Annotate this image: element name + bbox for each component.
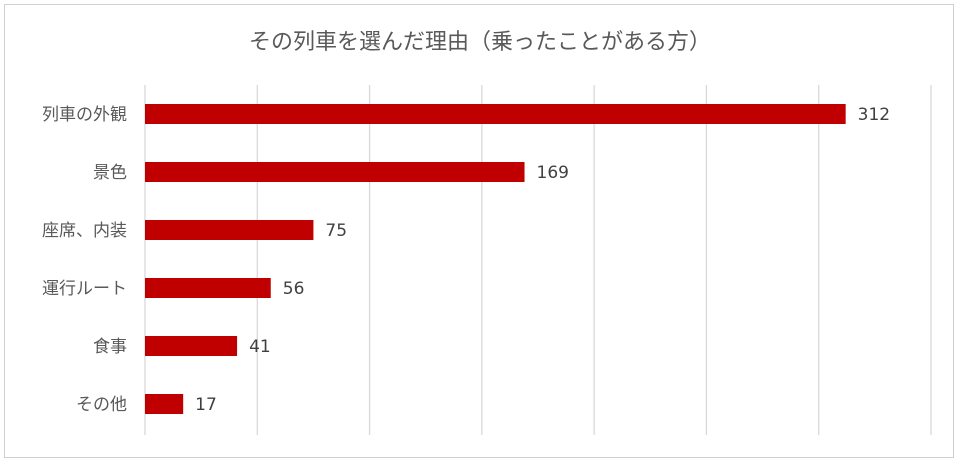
- bar: [145, 220, 314, 240]
- bars: [145, 104, 846, 414]
- data-label: 41: [249, 337, 271, 357]
- bar: [145, 162, 525, 182]
- data-label: 169: [537, 163, 569, 183]
- category-label: 運行ルート: [42, 279, 127, 299]
- category-label: 景色: [93, 163, 127, 183]
- data-label: 17: [195, 395, 217, 415]
- category-label: 食事: [93, 337, 127, 357]
- category-label: 列車の外観: [42, 105, 127, 125]
- data-label: 312: [858, 105, 890, 125]
- bar: [145, 336, 238, 356]
- chart-title: その列車を選んだ理由（乗ったことがある方）: [249, 30, 711, 55]
- gridlines: [144, 85, 932, 435]
- category-label: その他: [76, 395, 127, 415]
- chart-frame: その列車を選んだ理由（乗ったことがある方） 列車の外観景色座席、内装運行ルート食…: [4, 4, 954, 458]
- bar-chart: その列車を選んだ理由（乗ったことがある方） 列車の外観景色座席、内装運行ルート食…: [42, 30, 932, 435]
- bar: [145, 104, 846, 124]
- data-label: 56: [283, 279, 305, 299]
- data-label: 75: [325, 221, 347, 241]
- bar: [145, 394, 184, 414]
- category-label: 座席、内装: [42, 221, 127, 241]
- value-labels: 312 169 75 56 41 17: [195, 105, 890, 415]
- bar: [145, 278, 271, 298]
